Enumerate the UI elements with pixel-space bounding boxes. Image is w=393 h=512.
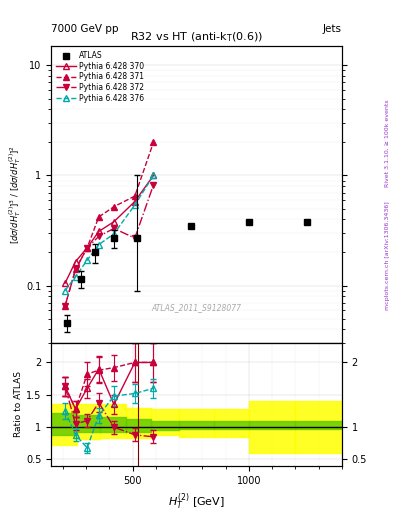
X-axis label: $H_T^{(2)}$ [GeV]: $H_T^{(2)}$ [GeV] (168, 491, 225, 512)
Text: Rivet 3.1.10, ≥ 100k events: Rivet 3.1.10, ≥ 100k events (385, 99, 389, 187)
Text: Jets: Jets (323, 24, 342, 34)
Legend: ATLAS, Pythia 6.428 370, Pythia 6.428 371, Pythia 6.428 372, Pythia 6.428 376: ATLAS, Pythia 6.428 370, Pythia 6.428 37… (55, 50, 145, 104)
Text: ATLAS_2011_S9128077: ATLAS_2011_S9128077 (151, 303, 242, 312)
Title: R32 vs HT (anti-k$_\mathrm{T}$(0.6)): R32 vs HT (anti-k$_\mathrm{T}$(0.6)) (130, 31, 263, 45)
Y-axis label: $[d\sigma/dH_T^{(2)}]^3$ / $[d\sigma/dH_T^{(2)}]^2$: $[d\sigma/dH_T^{(2)}]^3$ / $[d\sigma/dH_… (8, 145, 23, 244)
Text: mcplots.cern.ch [arXiv:1306.3436]: mcplots.cern.ch [arXiv:1306.3436] (385, 202, 389, 310)
Text: 7000 GeV pp: 7000 GeV pp (51, 24, 119, 34)
Y-axis label: Ratio to ATLAS: Ratio to ATLAS (14, 372, 23, 437)
